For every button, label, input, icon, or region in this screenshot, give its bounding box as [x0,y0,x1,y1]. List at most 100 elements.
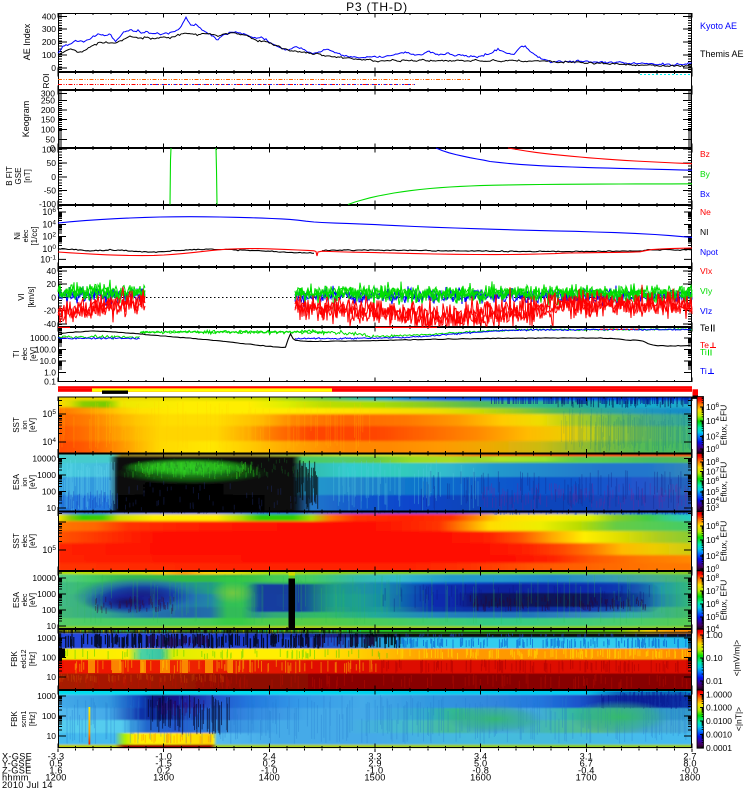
svg-text:0.0100: 0.0100 [706,716,732,726]
svg-text:106: 106 [706,402,719,412]
svg-text:[eV]: [eV] [28,534,37,548]
svg-text:0.01: 0.01 [706,676,723,686]
svg-text:100: 100 [42,605,56,615]
svg-text:0.0001: 0.0001 [706,743,732,753]
svg-text:B FIT: B FIT [5,166,14,186]
svg-text:0: 0 [51,293,56,303]
svg-text:8.0: 8.0 [683,759,696,769]
svg-text:106: 106 [706,521,719,531]
svg-text:VIy: VIy [700,286,713,296]
svg-text:2.4: 2.4 [263,752,276,762]
svg-text:1.0000: 1.0000 [706,690,732,700]
svg-text:ion: ion [22,420,29,429]
svg-text:[km/s]: [km/s] [27,286,36,307]
svg-text:edc12: edc12 [21,649,28,668]
svg-text:100: 100 [41,124,55,134]
svg-text:40: 40 [47,266,57,276]
svg-text:[eV]: [eV] [29,347,38,361]
svg-text:ion: ion [22,477,29,486]
svg-text:0: 0 [50,144,55,154]
svg-text:P3 (TH-D): P3 (TH-D) [346,0,408,14]
svg-text:106: 106 [42,207,56,217]
svg-text:100: 100 [42,244,56,254]
svg-text:105: 105 [42,545,56,555]
svg-text:Kyoto AE: Kyoto AE [700,21,737,31]
svg-text:100: 100 [42,711,56,721]
svg-text:-3.3: -3.3 [48,752,65,762]
svg-text:2.9: 2.9 [368,759,381,769]
svg-text:Eflux, EFU: Eflux, EFU [719,580,729,621]
svg-text:<|mV/m|>: <|mV/m|> [732,640,742,677]
svg-text:elec: elec [22,534,29,547]
svg-text:1000: 1000 [37,691,56,701]
svg-text:0.1: 0.1 [44,377,56,387]
svg-text:-1.0: -1.0 [261,766,278,776]
svg-text:1700: 1700 [576,773,597,783]
svg-text:SST: SST [12,533,21,549]
svg-text:2010 Jul 14: 2010 Jul 14 [2,780,53,790]
svg-text:300: 300 [42,24,56,34]
svg-text:0.1000: 0.1000 [706,703,732,713]
svg-text:Ti: Ti [700,366,707,376]
svg-text:-0.4: -0.4 [578,766,595,776]
svg-text:100: 100 [42,487,56,497]
svg-text:103: 103 [706,503,719,513]
svg-text:GSE: GSE [14,168,23,185]
svg-text:-1.0: -1.0 [155,752,172,762]
svg-text:Ti: Ti [700,347,707,357]
svg-text:1600: 1600 [470,773,491,783]
svg-text:[eV]: [eV] [28,593,37,607]
svg-text:105: 105 [706,487,719,497]
svg-text:-1.5: -1.5 [155,759,172,769]
svg-text:108: 108 [706,573,719,583]
svg-text:Themis AE: Themis AE [700,49,744,59]
svg-text:102: 102 [706,432,719,442]
svg-text:VI: VI [17,293,26,301]
svg-text:104: 104 [42,219,56,229]
svg-text:105: 105 [42,409,56,419]
svg-text:10000: 10000 [32,573,56,583]
svg-text:FBK: FBK [10,651,19,667]
svg-text:50: 50 [47,158,57,168]
svg-text:NI: NI [700,227,709,237]
svg-text:1300: 1300 [153,773,174,783]
svg-text:1000: 1000 [37,589,56,599]
svg-text:200: 200 [42,37,56,47]
svg-text:[Hz]: [Hz] [28,712,37,726]
svg-text:50: 50 [46,134,56,144]
svg-text:Npot: Npot [700,247,719,257]
svg-text:200: 200 [41,105,55,115]
svg-text:Te: Te [700,340,709,350]
svg-text:104: 104 [706,496,719,506]
svg-text:106: 106 [706,476,719,486]
svg-text:10: 10 [47,731,57,741]
svg-text:[eV]: [eV] [28,475,37,489]
svg-text:250: 250 [41,96,55,106]
svg-text:By: By [700,169,711,179]
svg-text:elec: elec [22,593,29,606]
svg-text:Eflux, EFU: Eflux, EFU [719,405,729,446]
svg-text:107: 107 [706,467,719,477]
svg-text:-1.0: -1.0 [367,766,384,776]
svg-text:Y-GSE: Y-GSE [2,759,31,769]
svg-text:5.0: 5.0 [474,759,487,769]
svg-text:107: 107 [706,586,719,596]
svg-text:105: 105 [706,612,719,622]
svg-text:FBK: FBK [10,711,19,727]
svg-text:[Hz]: [Hz] [28,652,37,666]
svg-text:Keogram: Keogram [21,101,31,138]
svg-text:300: 300 [41,89,55,99]
svg-text:ESA: ESA [12,473,21,490]
svg-text:-0.8: -0.8 [472,766,489,776]
svg-text:10: 10 [47,621,57,631]
svg-text:0.0010: 0.0010 [706,730,732,740]
svg-text:10: 10 [47,672,57,682]
svg-text:[eV]: [eV] [28,418,37,432]
svg-text:1.6: 1.6 [49,766,62,776]
svg-text:SST: SST [12,417,21,433]
svg-text:1500: 1500 [364,773,385,783]
svg-text:1200: 1200 [45,773,66,783]
svg-text:Bx: Bx [700,189,711,199]
svg-text:104: 104 [706,535,719,545]
svg-text:scm1: scm1 [21,711,28,728]
